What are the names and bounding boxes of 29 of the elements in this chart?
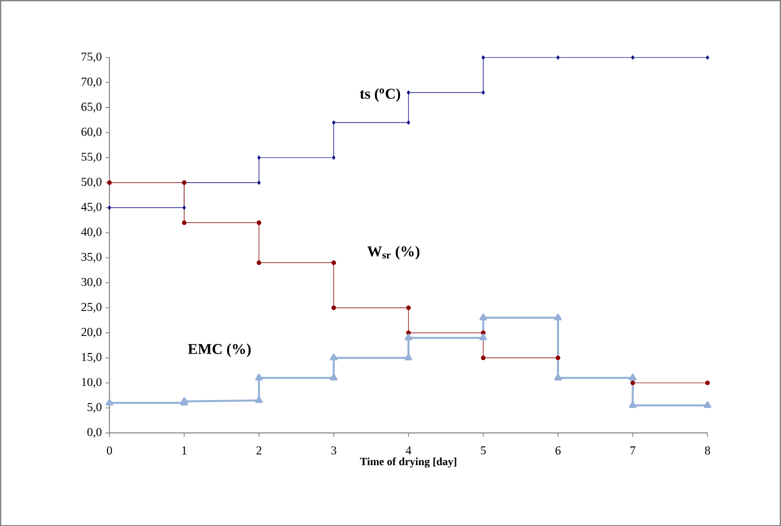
y-tick-label: 75,0 bbox=[82, 52, 102, 62]
x-tick-label: 3 bbox=[331, 446, 336, 454]
y-tick-label: 35,0 bbox=[82, 252, 102, 262]
series-label: EMC (%) bbox=[188, 343, 251, 357]
text: W$_{sr}$ (%) bbox=[367, 246, 420, 260]
y-tick-label: 15,0 bbox=[82, 352, 102, 363]
y-tick-label: 30,0 bbox=[82, 278, 102, 288]
y-tick-label: 65,0 bbox=[81, 102, 102, 112]
x-tick-label: 1 bbox=[182, 446, 186, 454]
y-tick-label: 0,0 bbox=[87, 428, 102, 438]
x-tick-label: 2 bbox=[256, 446, 262, 454]
x-tick-label: 7 bbox=[630, 446, 636, 454]
series-label: ts ($^{o}$C) bbox=[360, 88, 400, 102]
y-tick-label: 5,0 bbox=[88, 402, 102, 413]
y-tick-label: 45,0 bbox=[81, 202, 102, 212]
y-tick-label: 10,0 bbox=[82, 378, 102, 388]
y-tick-label: 60,0 bbox=[81, 127, 102, 138]
y-tick-label: 20,0 bbox=[81, 328, 102, 338]
x-tick-label: 0 bbox=[106, 446, 112, 454]
y-tick-label: 25,0 bbox=[81, 302, 102, 313]
x-tick-label: 8 bbox=[704, 446, 710, 454]
x-axis-title: Time of drying [day] bbox=[360, 457, 456, 468]
y-tick-label: 55,0 bbox=[82, 152, 102, 162]
x-tick-label: 4 bbox=[406, 446, 412, 454]
y-tick-label: 40,0 bbox=[81, 228, 102, 238]
y-tick-label: 50,0 bbox=[82, 178, 102, 188]
x-tick-label: 5 bbox=[480, 446, 486, 454]
x-tick-label: 6 bbox=[556, 446, 561, 454]
y-tick-label: 70,0 bbox=[82, 77, 102, 88]
